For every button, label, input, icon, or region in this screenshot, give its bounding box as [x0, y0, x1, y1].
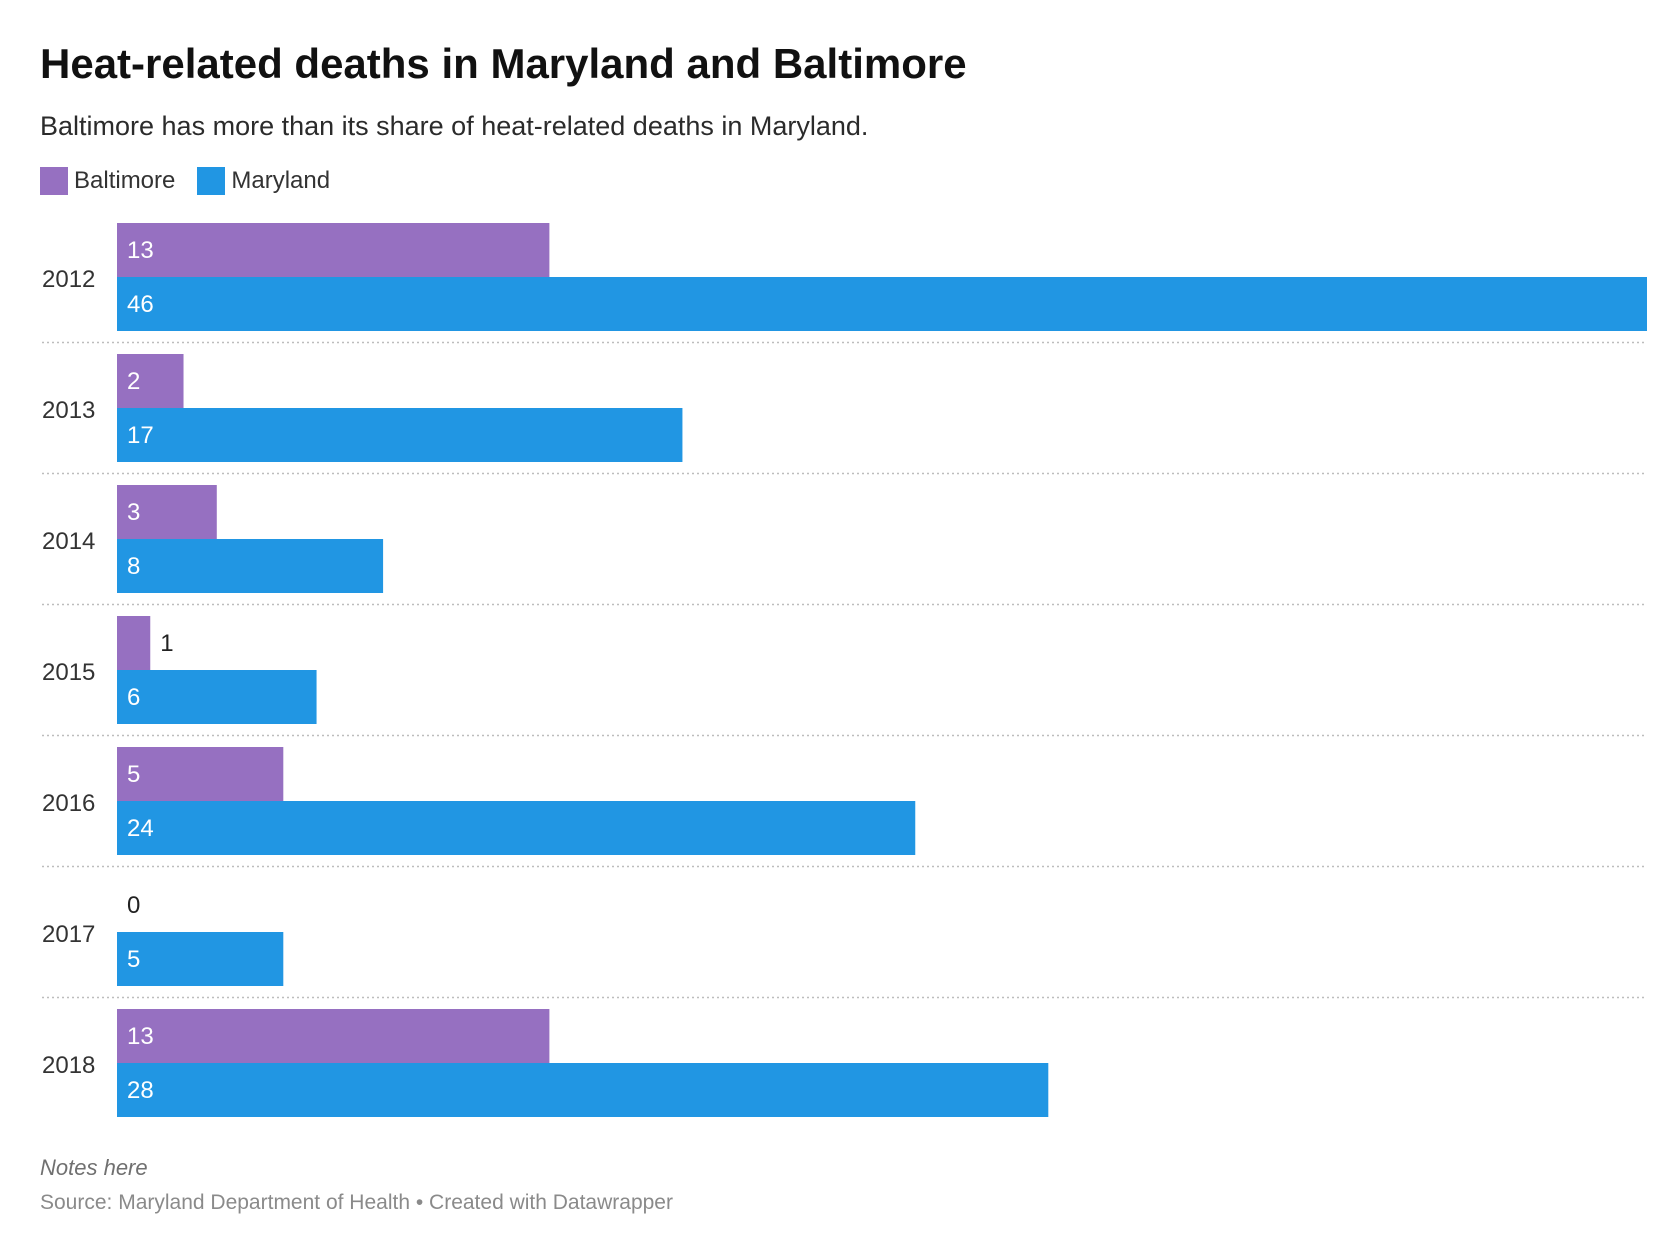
bar-maryland-2012 — [117, 277, 1647, 331]
bar-maryland-2016 — [117, 801, 916, 855]
bar-baltimore-2012 — [117, 223, 550, 277]
chart-subtitle: Baltimore has more than its share of hea… — [40, 111, 869, 141]
bar-baltimore-2018 — [117, 1009, 550, 1063]
year-label-2013: 2013 — [42, 397, 95, 424]
chart-title: Heat-related deaths in Maryland and Balt… — [40, 40, 967, 87]
value-label-baltimore-2013: 2 — [127, 368, 140, 395]
value-label-maryland-2014: 8 — [127, 553, 140, 580]
legend: Baltimore Maryland — [40, 167, 352, 195]
value-label-baltimore-2015: 1 — [160, 630, 173, 657]
bar-maryland-2013 — [117, 408, 683, 462]
legend-swatch-maryland — [197, 167, 226, 195]
chart-notes: Notes here — [40, 1155, 148, 1180]
legend-swatch-baltimore — [40, 167, 68, 195]
value-label-baltimore-2014: 3 — [127, 499, 140, 526]
value-label-maryland-2018: 28 — [127, 1077, 154, 1104]
bar-baltimore-2013 — [117, 354, 184, 408]
bar-maryland-2015 — [117, 670, 317, 724]
legend-item-baltimore: Baltimore — [40, 167, 175, 195]
bar-chart: 2012 13 46 2013 2 17 2014 3 8 2015 16 2016 5 24 2017 0 5… — [42, 223, 1647, 1117]
year-label-2016: 2016 — [42, 790, 95, 817]
year-label-2017: 2017 — [42, 921, 95, 948]
value-label-maryland-2013: 17 — [127, 422, 154, 449]
value-label-baltimore-2018: 13 — [127, 1023, 154, 1050]
chart-source: Source: Maryland Department of Health • … — [40, 1191, 673, 1214]
bar-baltimore-2014 — [117, 485, 217, 539]
year-label-2015: 2015 — [42, 659, 95, 686]
year-label-2012: 2012 — [42, 266, 95, 293]
bar-maryland-2018 — [117, 1063, 1049, 1117]
year-label-2014: 2014 — [42, 528, 95, 555]
value-label-maryland-2015: 6 — [127, 684, 140, 711]
bar-maryland-2017 — [117, 932, 284, 986]
bar-maryland-2014 — [117, 539, 384, 593]
value-label-maryland-2017: 5 — [127, 946, 140, 973]
legend-label-maryland: Maryland — [231, 167, 331, 194]
legend-item-maryland: Maryland — [197, 167, 330, 195]
value-label-baltimore-2016: 5 — [127, 761, 140, 788]
value-label-maryland-2012: 46 — [127, 291, 154, 318]
value-label-baltimore-2017: 0 — [127, 892, 140, 919]
value-label-maryland-2016: 24 — [127, 815, 154, 842]
value-label-baltimore-2012: 13 — [127, 237, 154, 264]
bar-baltimore-2015 — [117, 616, 151, 670]
bar-baltimore-2016 — [117, 747, 284, 801]
legend-label-baltimore: Baltimore — [74, 167, 176, 194]
year-label-2018: 2018 — [42, 1052, 95, 1079]
